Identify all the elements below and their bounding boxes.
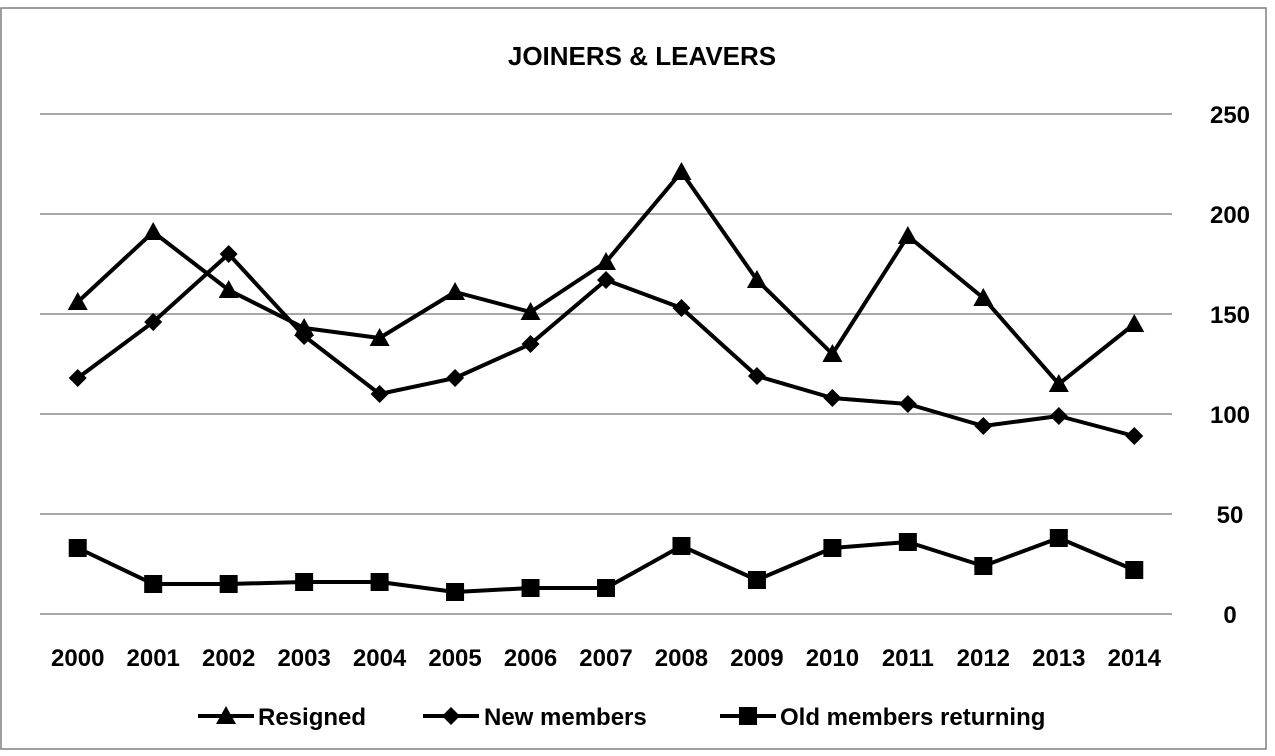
data-point-old-members-returning <box>898 533 917 551</box>
y-tick-label: 0 <box>1223 602 1236 629</box>
legend-item-new-members: New members <box>423 704 647 731</box>
x-axis-ticks: 2000 2001 2002 2003 2004 2005 2006 2007 2008 2009… <box>51 645 1162 672</box>
data-point-old-members-returning <box>295 573 314 591</box>
legend-label: New members <box>484 704 647 731</box>
data-point-old-members-returning <box>446 583 465 601</box>
series-new-members <box>68 245 1144 445</box>
y-tick-label: 250 <box>1210 102 1250 129</box>
x-tick-label: 2000 <box>51 645 104 672</box>
data-point-old-members-returning <box>672 537 691 555</box>
legend-marker-resigned <box>216 706 236 724</box>
data-point-resigned <box>897 226 918 244</box>
data-point-new-members <box>974 417 993 435</box>
data-point-new-members <box>672 299 691 317</box>
data-point-new-members <box>1049 407 1068 425</box>
data-point-new-members <box>898 395 917 413</box>
data-point-new-members <box>747 367 766 385</box>
data-point-new-members <box>219 245 238 263</box>
data-point-resigned <box>671 162 692 180</box>
x-tick-label: 2003 <box>277 645 330 672</box>
data-point-old-members-returning <box>68 539 87 557</box>
legend: Resigned New members Old members returning <box>198 704 1045 731</box>
gridlines <box>40 113 1172 615</box>
legend-item-old-members-returning: Old members returning <box>720 704 1045 731</box>
data-point-new-members <box>144 313 163 331</box>
data-point-new-members <box>521 335 540 353</box>
data-point-new-members <box>823 389 842 407</box>
data-point-new-members <box>446 369 465 387</box>
x-tick-label: 2008 <box>655 645 708 672</box>
legend-label: Resigned <box>258 704 366 731</box>
data-point-old-members-returning <box>219 575 238 593</box>
data-point-new-members <box>68 369 87 387</box>
x-tick-label: 2006 <box>504 645 557 672</box>
data-point-resigned <box>822 344 843 362</box>
chart-title: JOINERS & LEAVERS <box>508 41 776 71</box>
data-point-new-members <box>370 385 389 403</box>
x-tick-label: 2007 <box>579 645 632 672</box>
data-point-old-members-returning <box>1125 561 1144 579</box>
data-point-resigned <box>143 222 164 240</box>
series-layer <box>67 162 1145 601</box>
x-tick-label: 2002 <box>202 645 255 672</box>
chart-border <box>0 7 1267 750</box>
data-point-old-members-returning <box>747 571 766 589</box>
x-tick-label: 2011 <box>882 645 934 672</box>
data-point-old-members-returning <box>1049 529 1068 547</box>
legend-marker-new-members <box>442 707 460 725</box>
y-tick-label: 150 <box>1210 302 1250 329</box>
legend-item-resigned: Resigned <box>198 704 366 731</box>
x-tick-label: 2005 <box>428 645 481 672</box>
x-tick-label: 2010 <box>806 645 859 672</box>
legend-marker-old-members-returning <box>739 707 757 725</box>
data-point-resigned <box>369 328 390 346</box>
y-tick-label: 50 <box>1217 502 1244 529</box>
data-point-old-members-returning <box>521 579 540 597</box>
x-tick-label: 2004 <box>353 645 407 672</box>
data-point-old-members-returning <box>974 557 993 575</box>
data-point-resigned <box>746 270 767 288</box>
data-point-old-members-returning <box>597 579 615 597</box>
data-point-old-members-returning <box>823 539 842 557</box>
data-point-old-members-returning <box>370 573 389 591</box>
x-tick-label: 2009 <box>730 645 783 672</box>
y-tick-label: 100 <box>1210 402 1250 429</box>
x-tick-label: 2001 <box>127 645 180 672</box>
data-point-new-members <box>295 327 314 345</box>
y-axis-ticks: 0 50 100 150 200 250 <box>1210 102 1250 629</box>
series-resigned <box>67 162 1145 392</box>
x-tick-label: 2014 <box>1108 645 1162 672</box>
x-tick-label: 2012 <box>957 645 1010 672</box>
data-point-resigned <box>520 302 541 320</box>
data-point-old-members-returning <box>144 575 163 593</box>
data-point-resigned <box>445 282 466 300</box>
series-old-members-returning <box>68 529 1144 601</box>
data-point-resigned <box>218 280 239 298</box>
data-point-resigned <box>973 288 994 306</box>
y-tick-label: 200 <box>1210 202 1250 229</box>
data-point-resigned <box>67 292 88 310</box>
data-point-new-members <box>1125 427 1144 445</box>
data-point-resigned <box>1048 374 1069 392</box>
data-point-resigned <box>1124 314 1145 332</box>
data-point-resigned <box>596 252 616 270</box>
x-tick-label: 2013 <box>1032 645 1085 672</box>
legend-label: Old members returning <box>780 704 1045 731</box>
data-point-new-members <box>597 271 615 289</box>
